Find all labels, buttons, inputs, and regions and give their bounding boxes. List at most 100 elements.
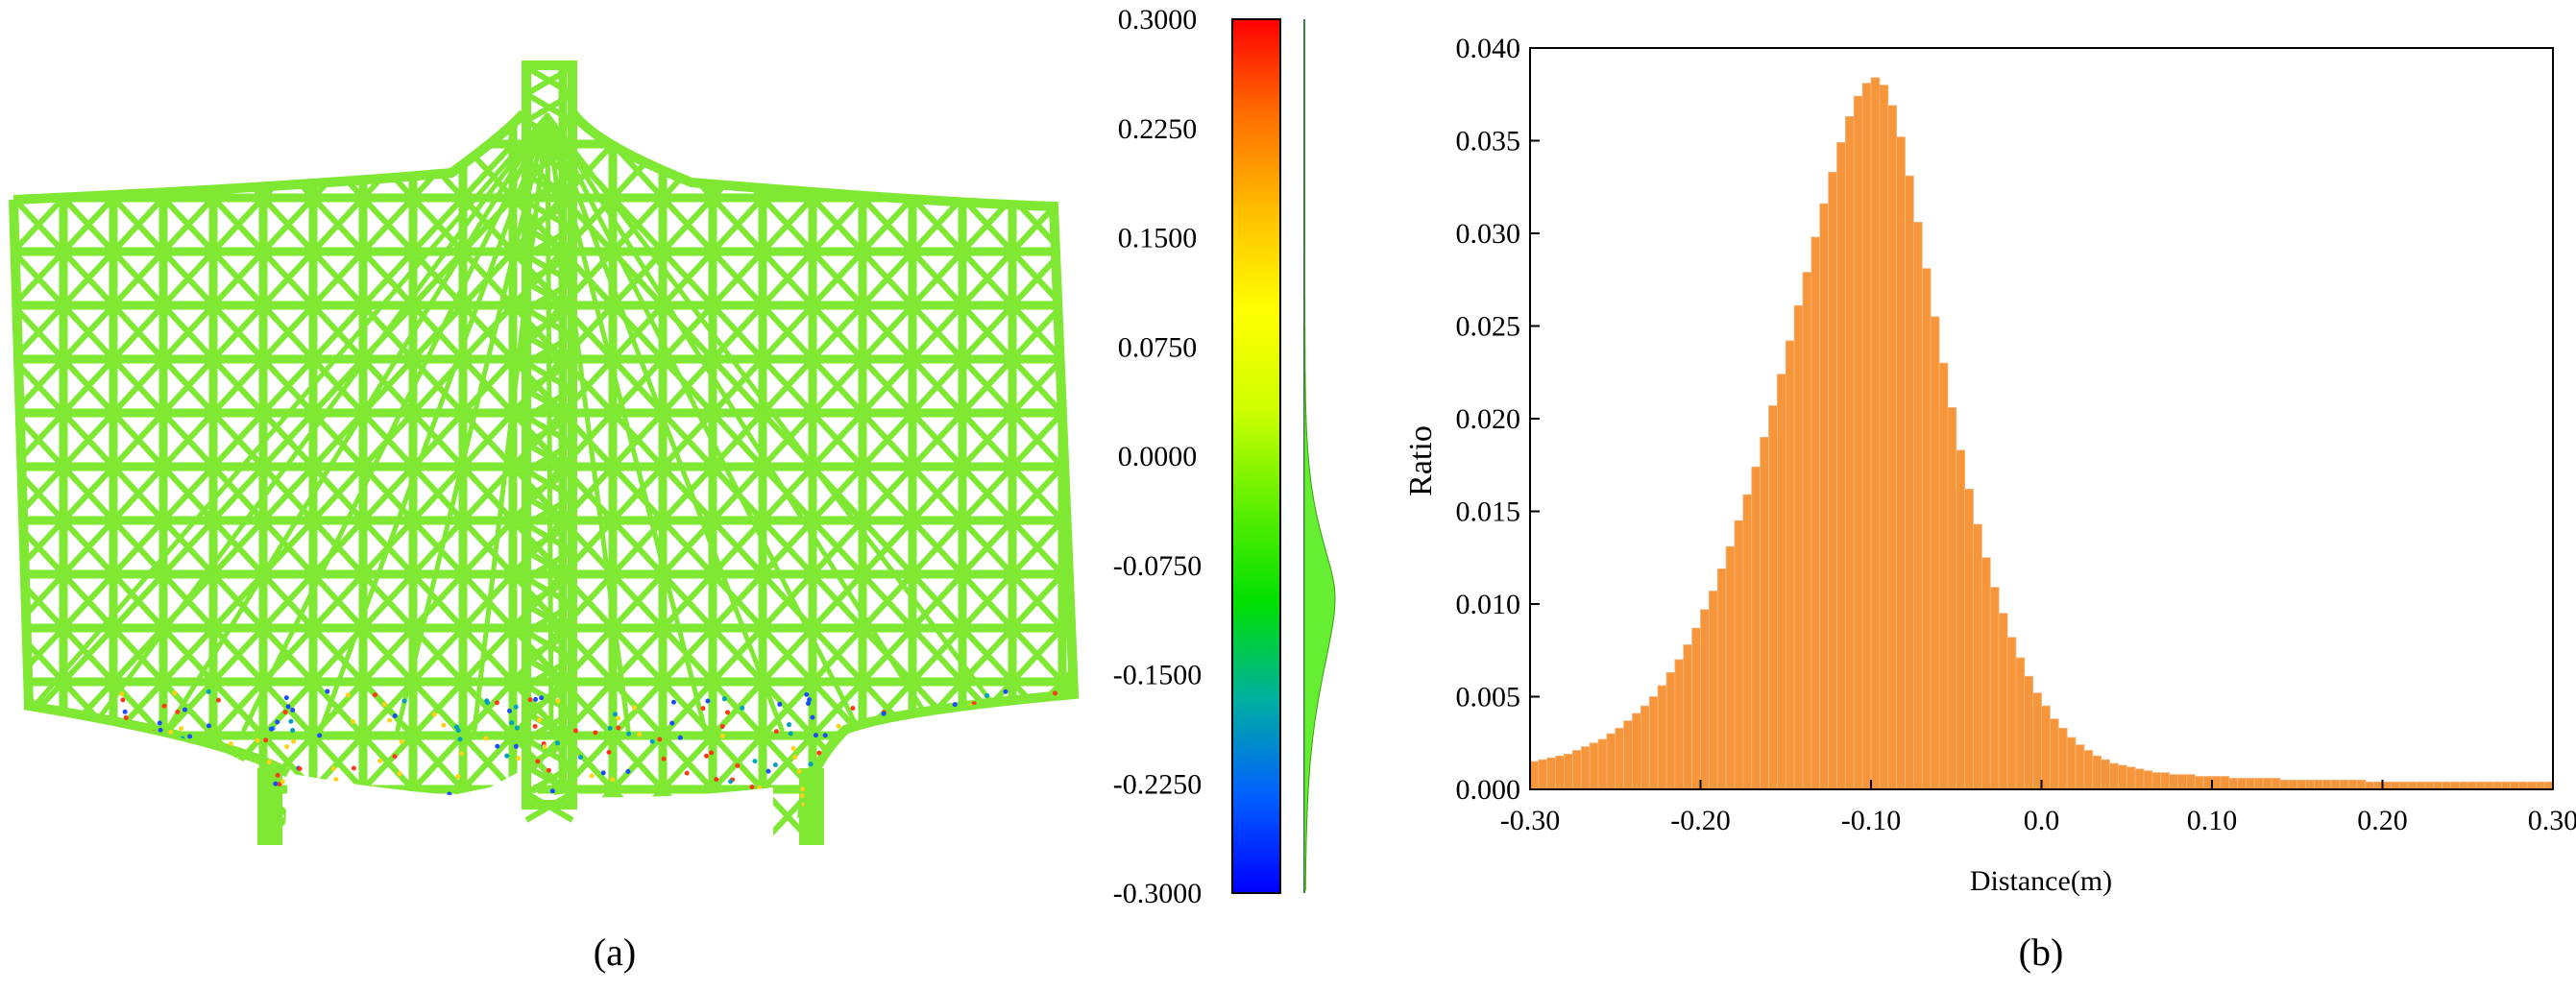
deviation-point [725, 710, 731, 715]
deviation-point [606, 749, 612, 755]
y-tick-label: 0.010 [1456, 589, 1521, 620]
deviation-point [632, 705, 638, 711]
deviation-point [513, 743, 519, 749]
mast-brace [524, 414, 574, 447]
deviation-point [53, 786, 59, 792]
deviation-point [290, 707, 296, 713]
x-tick-label: -0.30 [1500, 805, 1561, 836]
deviation-point [179, 726, 184, 732]
deviation-point [542, 744, 547, 750]
deviation-point [509, 720, 515, 726]
deviation-point [500, 797, 506, 803]
mast-brace [524, 91, 574, 124]
histogram-bar [1956, 449, 1966, 790]
deviation-point [670, 699, 676, 705]
truss-member [1009, 571, 1074, 685]
histogram-bar [2041, 705, 2051, 790]
histogram-bar [2160, 772, 2171, 790]
deviation-point [38, 713, 44, 719]
deviation-point [773, 729, 779, 735]
deviation-point [39, 717, 45, 723]
deviation-point [953, 758, 959, 763]
deviation-point [952, 702, 958, 708]
deviation-point [836, 723, 841, 729]
x-tick-label: -0.20 [1670, 805, 1731, 836]
histogram-bar [1905, 175, 1914, 790]
deviation-point [228, 741, 233, 747]
deviation-point [537, 717, 543, 723]
deviation-point [700, 706, 706, 712]
histogram-bar [2220, 776, 2230, 790]
histogram-bar [2126, 766, 2136, 790]
deviation-point [106, 740, 111, 746]
deviation-point [527, 697, 533, 703]
deviation-point [703, 753, 709, 759]
histogram-bar [1853, 95, 1863, 790]
histogram-bar [2467, 781, 2477, 790]
deviation-point [1039, 744, 1045, 750]
deviation-point [709, 750, 715, 756]
histogram-bar [2169, 774, 2178, 790]
histogram-bar [2390, 781, 2400, 790]
deviation-point [495, 743, 500, 749]
deviation-point [277, 782, 282, 787]
histogram-bar [1546, 757, 1557, 790]
truss-member [110, 733, 216, 845]
deviation-point [1013, 743, 1019, 749]
deviation-point [881, 711, 887, 716]
histogram-bar [1734, 520, 1744, 790]
histogram-bar [1606, 733, 1616, 790]
deviation-point [810, 714, 815, 720]
histogram-bar [1768, 405, 1778, 790]
deviation-point [1019, 788, 1025, 794]
deviation-point [616, 725, 621, 731]
deviation-point [502, 810, 508, 815]
deviation-point [514, 807, 520, 812]
deviation-point [129, 744, 134, 750]
deviation-point [958, 775, 963, 781]
histogram-bar [2526, 781, 2537, 790]
histogram-bar [1998, 613, 2008, 790]
deviation-point [345, 692, 351, 698]
deviation-point [1021, 800, 1027, 806]
deviation-point [275, 772, 280, 778]
deviation-point [657, 737, 663, 742]
x-tick-label: 0.20 [2357, 805, 2408, 836]
histogram-bar [1870, 77, 1881, 790]
histogram-bar [1725, 545, 1736, 790]
deviation-point [122, 709, 128, 714]
truss-member [13, 733, 116, 845]
mast-brace [524, 683, 574, 715]
deviation-point [799, 793, 805, 799]
mast-brace [524, 575, 574, 608]
deviation-point [838, 778, 844, 784]
deviation-point [661, 756, 667, 761]
colorbar-tick-label: -0.3000 [1113, 878, 1203, 909]
histogram-bar [1861, 83, 1872, 790]
colorbar-tick-labels: 0.3000 0.2250 0.1500 0.0750 0.0000 -0.0750 -0.… [1113, 4, 1203, 909]
deviation-point [1028, 711, 1033, 716]
y-tick-label: 0.035 [1456, 126, 1521, 157]
histogram-bar [2416, 781, 2426, 790]
histogram-bar [1665, 672, 1676, 790]
deviation-point [777, 701, 783, 707]
deviation-point [808, 761, 814, 767]
deviation-point [807, 697, 813, 703]
histogram-bar [2024, 675, 2034, 790]
mast-brace [524, 763, 574, 796]
deviation-point [578, 755, 584, 761]
deviation-point [285, 704, 291, 710]
x-tick-label: 0.10 [2187, 805, 2238, 836]
deviation-point [42, 734, 48, 739]
deviation-point [441, 722, 447, 728]
deviation-point [740, 705, 745, 711]
deviation-point [896, 789, 902, 795]
deviation-point [1014, 764, 1020, 770]
truss-member [545, 112, 1015, 733]
histogram-bar [1947, 407, 1957, 790]
mast-brace [524, 548, 574, 581]
deviation-point [431, 712, 437, 717]
deviation-point [850, 705, 856, 711]
histogram-bar [2237, 778, 2247, 790]
y-tick-label: 0.030 [1456, 218, 1521, 250]
